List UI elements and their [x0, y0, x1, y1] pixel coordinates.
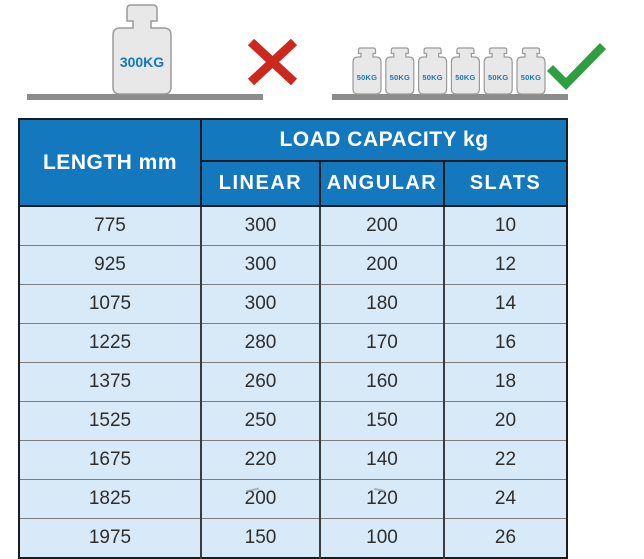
weight-50kg-icon: [450, 47, 480, 95]
green-check-icon: [546, 43, 607, 91]
table-body: 775 300 200 10 925 300 200 12 1075 300 180 14 1225 28…: [18, 205, 568, 559]
table-row: 1375 260 160 18: [18, 362, 568, 402]
weight-50kg-group: 50KG 50KG 50KG 50KG 50KG 50KG: [352, 47, 546, 95]
length-cell: 1675: [18, 440, 202, 480]
slats-cell: 18: [443, 362, 568, 402]
header-row-sub: LINEAR ANGULAR SLATS: [19, 160, 568, 207]
red-cross-icon: [247, 38, 298, 86]
slats-cell: 16: [443, 323, 568, 363]
weight-50kg-label: 50KG: [422, 73, 442, 82]
linear-cell: 150: [200, 518, 321, 559]
slats-cell: 10: [443, 205, 568, 246]
linear-cell: 260: [200, 362, 321, 402]
angular-cell: 160: [319, 362, 445, 402]
weight-300kg-label: 300KG: [120, 54, 164, 70]
angular-cell: 170: [319, 323, 445, 363]
table-row: 1225 280 170 16: [18, 323, 568, 363]
slats-cell: 14: [443, 284, 568, 324]
weight-50kg-label: 50KG: [521, 73, 541, 82]
table-row: 925 300 200 12: [18, 245, 568, 285]
weight-50kg-icon: [352, 47, 382, 95]
angular-cell: 100: [319, 518, 445, 559]
angular-cell: 140: [319, 440, 445, 480]
slats-cell: 20: [443, 401, 568, 441]
table-row: 1675 220 140 22: [18, 440, 568, 480]
length-cell: 1825: [18, 479, 202, 519]
length-cell: 1375: [18, 362, 202, 402]
linear-cell: 250: [200, 401, 321, 441]
slats-cell: 22: [443, 440, 568, 480]
slats-column-header: SLATS: [443, 160, 568, 207]
linear-cell: 300: [200, 284, 321, 324]
linear-cell: 300: [200, 245, 321, 285]
angular-cell: 200: [319, 205, 445, 246]
weight-50kg-icon: [418, 47, 448, 95]
weight-50kg-icon: [516, 47, 546, 95]
angular-cell: 150: [319, 401, 445, 441]
table-row: 1825 200 120 24: [18, 479, 568, 519]
length-cell: 1525: [18, 401, 202, 441]
linear-cell: 300: [200, 205, 321, 246]
weight-50kg-label: 50KG: [357, 73, 377, 82]
slats-cell: 24: [443, 479, 568, 519]
angular-column-header: ANGULAR: [319, 160, 445, 207]
table-row: 775 300 200 10: [18, 205, 568, 246]
weight-300kg-icon: [112, 4, 172, 95]
shelf-right: [332, 94, 568, 100]
length-cell: 925: [18, 245, 202, 285]
length-cell: 1075: [18, 284, 202, 324]
length-cell: 775: [18, 205, 202, 246]
length-cell: 1225: [18, 323, 202, 363]
weight-50kg-label: 50KG: [455, 73, 475, 82]
weight-50kg-icon: [385, 47, 415, 95]
load-capacity-group-header: LOAD CAPACITY kg: [200, 118, 568, 162]
slats-cell: 12: [443, 245, 568, 285]
weight-50kg-label: 50KG: [390, 73, 410, 82]
table-row: 1525 250 150 20: [18, 401, 568, 441]
linear-cell: 220: [200, 440, 321, 480]
table-row: 1075 300 180 14: [18, 284, 568, 324]
weight-50kg-icon: [483, 47, 513, 95]
load-illustration: 300KG 50KG 50KG 50KG 50KG 50KG 50KG: [27, 4, 607, 100]
angular-cell: 180: [319, 284, 445, 324]
linear-column-header: LINEAR: [200, 160, 321, 207]
length-cell: 1975: [18, 518, 202, 559]
weight-50kg-label: 50KG: [488, 73, 508, 82]
angular-cell: 200: [319, 245, 445, 285]
angular-cell: 120: [319, 479, 445, 519]
length-column-header: LENGTH mm: [18, 118, 202, 207]
table-row: 1975 150 100 26: [18, 518, 568, 559]
linear-cell: 280: [200, 323, 321, 363]
load-capacity-table: LENGTH mm LOAD CAPACITY kg LINEAR ANGULA…: [18, 118, 568, 559]
shelf-left: [27, 94, 263, 100]
header-row-group: LENGTH mm LOAD CAPACITY kg: [18, 118, 568, 207]
linear-cell: 200: [200, 479, 321, 519]
slats-cell: 26: [443, 518, 568, 559]
